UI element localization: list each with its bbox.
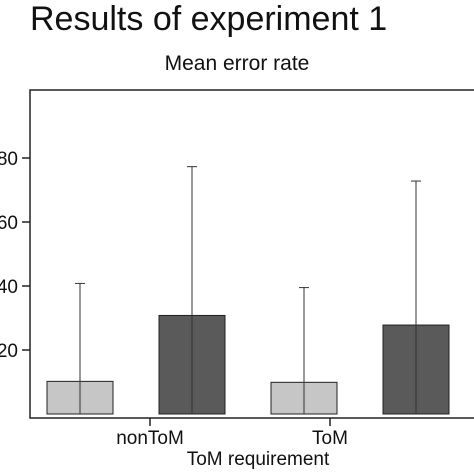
x-axis: nonToM ToM — [116, 418, 348, 449]
x-tick-label-nonToM: nonToM — [116, 428, 184, 449]
x-axis-title: ToM requirement — [187, 449, 330, 470]
y-tick-label: 20 — [0, 341, 18, 362]
chart-title: Results of experiment 1 — [30, 0, 388, 38]
bars — [46, 166, 450, 415]
x-tick-label-ToM: ToM — [312, 428, 348, 449]
y-axis: 20 40 60 80 — [0, 149, 30, 362]
y-tick-label: 80 — [0, 149, 18, 170]
plot-frame — [29, 89, 474, 419]
y-tick-label: 40 — [0, 277, 18, 298]
y-tick-label: 60 — [0, 213, 18, 234]
chart-subtitle: Mean error rate — [164, 52, 310, 75]
